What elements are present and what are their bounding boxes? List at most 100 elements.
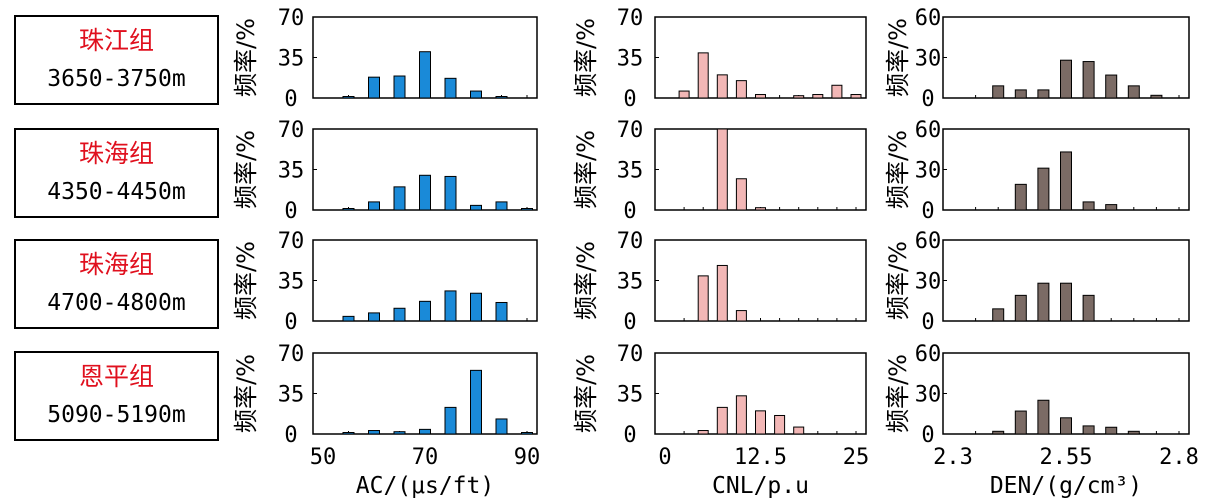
- y-tick-label: 0: [284, 423, 297, 448]
- histogram-bar: [1150, 94, 1163, 99]
- y-axis-title: 频率/%: [232, 241, 260, 320]
- zone-depth-range: 3650-3750m: [47, 66, 185, 92]
- histogram-bar: [368, 76, 380, 99]
- histogram-bar: [342, 208, 355, 211]
- histogram-bar: [831, 84, 843, 99]
- histogram-bar: [735, 310, 747, 322]
- y-tick-label: 35: [617, 270, 644, 295]
- y-tick-label: 0: [284, 310, 297, 335]
- histogram-bar: [678, 90, 690, 99]
- y-axis-title: 频率/%: [572, 241, 600, 320]
- y-tick-label: 0: [284, 199, 297, 224]
- x-tick-label: 2.55: [1040, 445, 1093, 470]
- panel-cnl-row-2: 0 35 70 频率/%: [572, 118, 867, 224]
- zone-label-box: [14, 239, 219, 329]
- zone-name: 珠海组: [79, 139, 154, 168]
- x-tick-label: 25: [843, 445, 870, 470]
- zone-label-box: [14, 128, 219, 218]
- histogram-bar: [470, 204, 482, 211]
- histogram-bar: [1082, 201, 1095, 211]
- panel-ac-row-2: 0 35 70 频率/%: [232, 118, 538, 224]
- histogram-bar: [774, 414, 786, 435]
- zone-name: 恩平组: [79, 362, 154, 391]
- histogram-bar: [1105, 74, 1118, 99]
- histogram-bar: [992, 430, 1005, 435]
- histogram-bar: [1014, 183, 1027, 211]
- histogram-bar: [1037, 282, 1050, 322]
- y-tick-label: 0: [623, 87, 636, 112]
- y-tick-label: 70: [617, 118, 644, 143]
- histogram-bar: [470, 292, 482, 322]
- histogram-bar: [755, 410, 766, 435]
- y-tick-label: 0: [623, 310, 636, 335]
- y-tick-label: 70: [278, 342, 305, 367]
- zone-depth-range: 4700-4800m: [47, 290, 185, 316]
- histogram-bar: [716, 406, 728, 435]
- histogram-bar: [393, 186, 406, 211]
- panel-ac-row-3: 0 35 70 频率/%: [232, 229, 538, 335]
- y-tick-label: 30: [915, 47, 942, 72]
- x-tick-label: 70: [412, 445, 439, 470]
- panel-ac-row-4: 0 35 70 频率/%: [232, 342, 538, 448]
- y-tick-label: 35: [617, 47, 644, 72]
- y-tick-label: 0: [284, 87, 297, 112]
- y-tick-label: 0: [623, 199, 636, 224]
- y-axis-title: 频率/%: [884, 354, 912, 433]
- zone-label-box: [14, 15, 219, 105]
- y-tick-label: 35: [278, 159, 305, 184]
- y-tick-label: 70: [278, 118, 305, 143]
- histogram-bar: [1060, 282, 1072, 322]
- histogram-bar: [521, 432, 533, 435]
- histogram-bar: [716, 128, 728, 211]
- y-axis-title: 频率/%: [884, 241, 912, 320]
- histogram-bar: [755, 207, 766, 211]
- y-tick-label: 35: [278, 47, 305, 72]
- histogram-bar: [1060, 59, 1072, 99]
- panel-cnl-row-1: 0 35 70 频率/%: [572, 6, 867, 112]
- y-axis-title: 频率/%: [572, 18, 600, 97]
- y-tick-label: 35: [617, 383, 644, 408]
- y-tick-label: 35: [278, 383, 305, 408]
- y-tick-label: 30: [915, 159, 942, 184]
- histogram-bar: [735, 395, 747, 435]
- histogram-bar: [735, 178, 747, 211]
- panel-cnl-row-4: 0 35 70 频率/%: [572, 342, 867, 448]
- histogram-bar: [444, 77, 457, 99]
- zone-name: 珠海组: [79, 250, 154, 279]
- histogram-bar: [368, 312, 380, 322]
- histogram-bar: [697, 275, 709, 322]
- histogram-bar: [393, 75, 406, 99]
- histogram-bar: [1014, 294, 1027, 322]
- histogram-bar: [495, 96, 508, 99]
- histogram-bar: [1037, 399, 1050, 435]
- x-tick-label: 2.3: [933, 445, 973, 470]
- histogram-bar: [444, 175, 457, 211]
- y-axis-title: 频率/%: [884, 18, 912, 97]
- y-tick-label: 60: [915, 118, 942, 143]
- histogram-bar: [755, 94, 766, 99]
- histogram-bar: [393, 431, 406, 435]
- histogram-bar: [1060, 151, 1072, 211]
- histogram-bar: [992, 85, 1005, 99]
- y-tick-label: 35: [278, 270, 305, 295]
- histogram-bar: [495, 301, 508, 322]
- zone-label-4: 恩平组 5090-5190m: [14, 351, 219, 441]
- histogram-bar: [521, 208, 533, 211]
- y-axis-title: 频率/%: [232, 130, 260, 209]
- histogram-bar: [419, 300, 431, 322]
- y-tick-label: 35: [617, 159, 644, 184]
- zone-label-3: 珠海组 4700-4800m: [14, 239, 219, 329]
- histogram-bar: [1127, 430, 1140, 435]
- y-tick-label: 60: [915, 6, 942, 31]
- histogram-bar: [716, 264, 728, 322]
- histogram-bar: [368, 201, 380, 211]
- histogram-bar: [470, 90, 482, 99]
- histogram-bar: [850, 94, 862, 99]
- histogram-bar: [419, 174, 431, 211]
- x-tick-label: 90: [514, 445, 541, 470]
- y-tick-label: 30: [915, 270, 942, 295]
- plot-frame: [654, 239, 867, 322]
- x-axis-title: DEN/(g/cm³): [990, 473, 1142, 499]
